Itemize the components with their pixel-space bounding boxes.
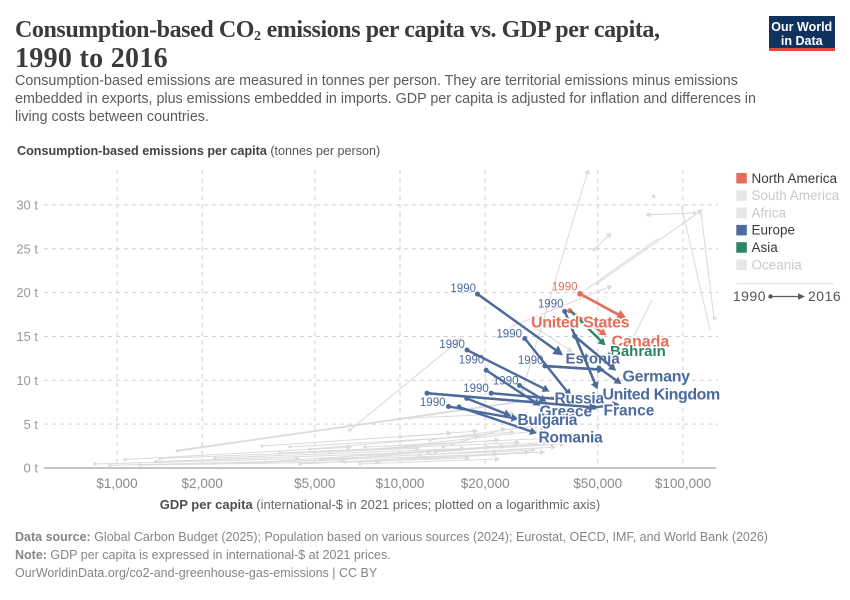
- svg-text:1990: 1990: [518, 355, 544, 367]
- svg-text:$5,000: $5,000: [294, 476, 335, 491]
- svg-text:$1,000: $1,000: [96, 476, 137, 491]
- svg-text:2016: 2016: [808, 288, 841, 304]
- svg-text:$10,000: $10,000: [376, 476, 425, 491]
- svg-text:Romania: Romania: [539, 430, 604, 447]
- svg-text:25 t: 25 t: [16, 241, 38, 256]
- svg-text:1990: 1990: [420, 397, 446, 409]
- svg-text:Africa: Africa: [752, 205, 787, 220]
- svg-text:South America: South America: [752, 188, 840, 203]
- svg-text:0 t: 0 t: [24, 461, 39, 476]
- svg-text:10 t: 10 t: [16, 373, 38, 388]
- svg-text:1990: 1990: [496, 329, 522, 341]
- svg-text:1990: 1990: [538, 299, 564, 311]
- svg-text:1990: 1990: [439, 339, 465, 351]
- svg-text:1990: 1990: [450, 283, 476, 295]
- svg-text:Canada: Canada: [612, 334, 670, 351]
- svg-text:$100,000: $100,000: [655, 476, 711, 491]
- svg-text:20 t: 20 t: [16, 285, 38, 300]
- svg-text:Bahrain: Bahrain: [610, 343, 666, 360]
- svg-text:1990: 1990: [463, 383, 489, 395]
- svg-text:United Kingdom: United Kingdom: [603, 387, 720, 404]
- svg-text:15 t: 15 t: [16, 329, 38, 344]
- svg-text:Germany: Germany: [623, 369, 691, 386]
- svg-text:1990: 1990: [733, 288, 766, 304]
- svg-text:United States: United States: [531, 315, 630, 332]
- svg-text:Europe: Europe: [752, 223, 796, 238]
- svg-text:5 t: 5 t: [24, 417, 39, 432]
- svg-text:$2,000: $2,000: [182, 476, 223, 491]
- svg-text:$50,000: $50,000: [573, 476, 622, 491]
- svg-text:France: France: [604, 403, 655, 420]
- svg-text:1990: 1990: [459, 354, 485, 366]
- svg-text:Bulgaria: Bulgaria: [518, 412, 578, 429]
- svg-text:Oceania: Oceania: [752, 257, 803, 272]
- svg-text:30 t: 30 t: [16, 198, 38, 213]
- svg-text:Asia: Asia: [752, 240, 779, 255]
- svg-text:1990: 1990: [493, 376, 519, 388]
- svg-text:1990: 1990: [552, 282, 578, 294]
- svg-text:$20,000: $20,000: [461, 476, 510, 491]
- svg-text:North America: North America: [752, 171, 838, 186]
